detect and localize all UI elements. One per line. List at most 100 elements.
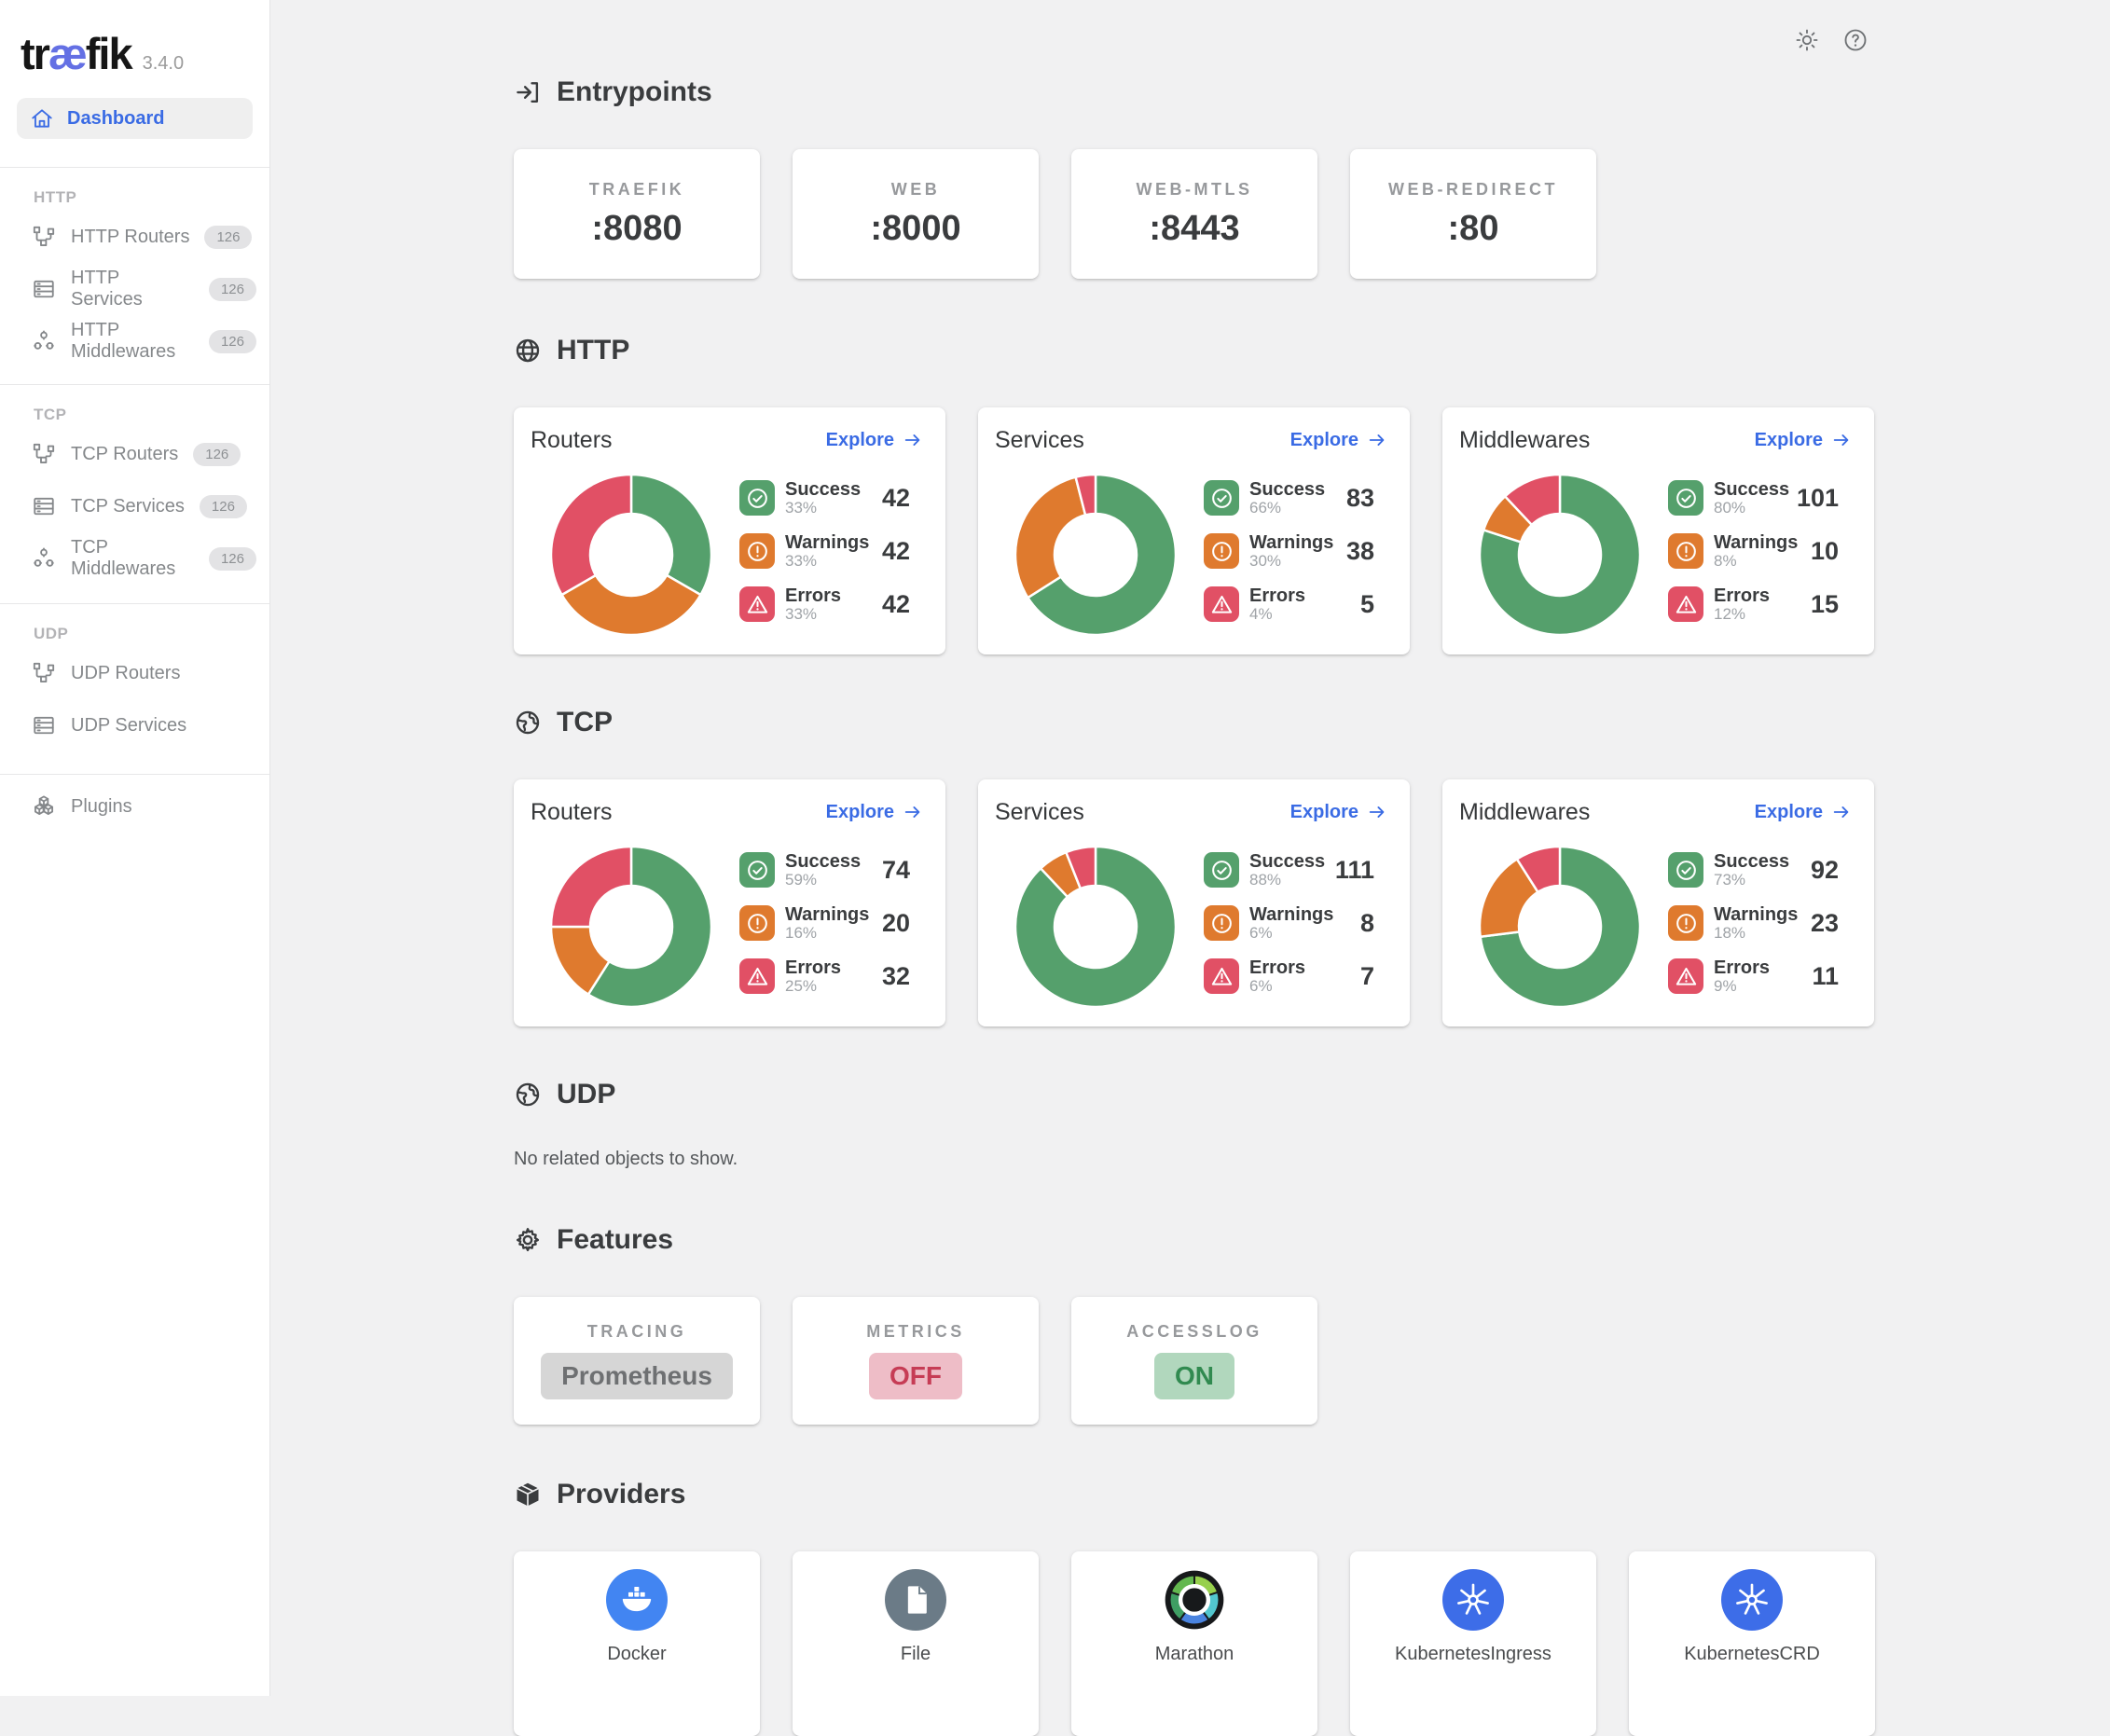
explore-link[interactable]: Explore <box>1755 802 1852 823</box>
legend-success: Success 33% 42 <box>739 479 923 517</box>
card-header: Services Explore <box>993 798 1387 826</box>
legend-percent: 33% <box>785 498 818 517</box>
udp-empty-message: No related objects to show. <box>514 1149 738 1169</box>
sidebar-item-udp-services[interactable]: UDP Services <box>0 699 269 751</box>
warning-triangle-icon <box>739 586 775 622</box>
legend-percent: 25% <box>785 976 818 995</box>
success-check-icon <box>1204 852 1239 888</box>
legend-percent: 8% <box>1714 551 1737 570</box>
card-body: Success 33% 42 Warnings 33% 42 Errors 33% 4… <box>529 454 923 639</box>
explore-link[interactable]: Explore <box>1290 802 1387 823</box>
explore-link[interactable]: Explore <box>1290 430 1387 451</box>
card-header: Services Explore <box>993 426 1387 454</box>
sidebar-item-udp-routers[interactable]: UDP Routers <box>0 647 269 699</box>
kubernetes-helm-icon <box>1442 1569 1504 1631</box>
warning-triangle-icon <box>1668 586 1703 622</box>
features-row: TRACING Prometheus METRICS OFF ACCESSLOG… <box>514 1297 1875 1425</box>
legend-percent: 6% <box>1249 976 1273 995</box>
app-logo[interactable]: træfik 3.4.0 <box>0 0 269 76</box>
card-header: Routers Explore <box>529 798 923 826</box>
dashboard-content: Entrypoints TRAEFIK :8080 WEB :8000 WEB-… <box>270 0 1875 1736</box>
explore-label: Explore <box>825 801 894 822</box>
sidebar-item-http-services[interactable]: HTTP Services 126 <box>0 263 269 315</box>
legend-label: Success <box>1714 850 1790 872</box>
explore-link[interactable]: Explore <box>1755 430 1852 451</box>
gear-icon <box>514 1226 542 1254</box>
earth-icon <box>514 1081 542 1109</box>
legend-label: Warnings <box>785 903 870 925</box>
explore-link[interactable]: Explore <box>826 802 923 823</box>
donut-chart <box>549 473 713 637</box>
legend-percent: 6% <box>1249 923 1273 942</box>
provider-label: File <box>900 1644 931 1664</box>
warning-circle-icon <box>1204 533 1239 569</box>
section-title: Entrypoints <box>557 76 712 107</box>
legend-label: Errors <box>1249 585 1306 606</box>
sidebar-item-http-routers[interactable]: HTTP Routers 126 <box>0 211 269 263</box>
card-body: Success 73% 92 Warnings 18% 23 Errors 9% 11 <box>1457 826 1852 1011</box>
theme-toggle-icon[interactable] <box>1794 27 1820 53</box>
sidebar-section-udp: UDP <box>34 625 69 642</box>
legend: Success 33% 42 Warnings 33% 42 Errors 33% 4… <box>739 479 923 623</box>
sidebar-item-label: TCP Routers <box>71 443 179 464</box>
sidebar-item-tcp-services[interactable]: TCP Services 126 <box>0 480 269 532</box>
legend-warnings: Warnings 33% 42 <box>739 532 923 569</box>
entrypoints-heading: Entrypoints <box>514 76 1875 107</box>
legend-warnings: Warnings 16% 20 <box>739 903 923 941</box>
legend-percent: 80% <box>1714 498 1746 517</box>
sidebar-item-plugins[interactable]: Plugins <box>0 780 269 833</box>
sidebar-item-http-middlewares[interactable]: HTTP Middlewares 126 <box>0 315 269 367</box>
sidebar-item-dashboard[interactable]: Dashboard <box>17 98 253 139</box>
provider-label: Marathon <box>1154 1644 1234 1664</box>
traefik-logo[interactable]: træfik <box>21 32 133 76</box>
feature-status-badge: Prometheus <box>541 1353 733 1399</box>
card-title: Middlewares <box>1459 798 1591 825</box>
provider-label: KubernetesCRD <box>1684 1644 1820 1664</box>
success-check-icon <box>1204 480 1239 516</box>
legend-value: 23 <box>1810 908 1839 937</box>
legend-percent: 30% <box>1249 551 1282 570</box>
donut-chart <box>1014 845 1178 1009</box>
card-header: Middlewares Explore <box>1457 426 1852 454</box>
card-body: Success 80% 101 Warnings 8% 10 Errors 12% 1… <box>1457 454 1852 639</box>
count-badge: 126 <box>208 329 256 353</box>
sidebar: træfik 3.4.0 Dashboard HTTP HTTP Routers… <box>0 0 270 1696</box>
legend-percent: 33% <box>785 604 818 623</box>
sidebar-section-tcp: TCP <box>34 406 67 423</box>
warning-circle-icon <box>739 533 775 569</box>
legend-value: 38 <box>1345 536 1374 565</box>
card-title: Routers <box>531 426 613 453</box>
sidebar-item-label: TCP Services <box>71 495 185 517</box>
arrow-right-icon <box>903 802 923 822</box>
legend-errors: Errors 9% 11 <box>1668 958 1852 994</box>
explore-link[interactable]: Explore <box>826 430 923 451</box>
legend-value: 83 <box>1345 483 1374 512</box>
provider-card-kubernetesingress: KubernetesIngress <box>1350 1551 1596 1736</box>
legend-value: 42 <box>881 589 910 618</box>
legend-percent: 88% <box>1249 870 1282 889</box>
legend-value: 5 <box>1359 589 1374 618</box>
card-header: Routers Explore <box>529 426 923 454</box>
card-body: Success 59% 74 Warnings 16% 20 Errors 25% 3… <box>529 826 923 1011</box>
legend-label: Success <box>1249 478 1326 500</box>
legend-label: Warnings <box>1249 903 1334 925</box>
legend: Success 80% 101 Warnings 8% 10 Errors 12% 1… <box>1668 479 1852 622</box>
sidebar-item-tcp-middlewares[interactable]: TCP Middlewares 126 <box>0 532 269 585</box>
count-badge: 126 <box>199 494 247 518</box>
card-body: Success 88% 111 Warnings 6% 8 Errors 6% 7 <box>993 826 1387 1011</box>
provider-label: KubernetesIngress <box>1395 1644 1551 1664</box>
legend-label: Warnings <box>1714 903 1799 925</box>
card-title: Middlewares <box>1459 426 1591 453</box>
sidebar-item-tcp-routers[interactable]: TCP Routers 126 <box>0 428 269 480</box>
help-icon[interactable] <box>1842 27 1869 53</box>
legend-warnings: Warnings 6% 8 <box>1204 903 1387 942</box>
card-title: Services <box>995 798 1084 825</box>
router-icon <box>32 442 56 466</box>
legend-label: Warnings <box>1714 531 1799 553</box>
legend-label: Errors <box>1249 957 1306 978</box>
donut-chart <box>1478 473 1642 637</box>
entrypoint-label: WEB <box>890 179 941 199</box>
warning-triangle-icon <box>1668 958 1703 994</box>
legend-label: Errors <box>785 957 842 978</box>
explore-label: Explore <box>1754 429 1823 450</box>
